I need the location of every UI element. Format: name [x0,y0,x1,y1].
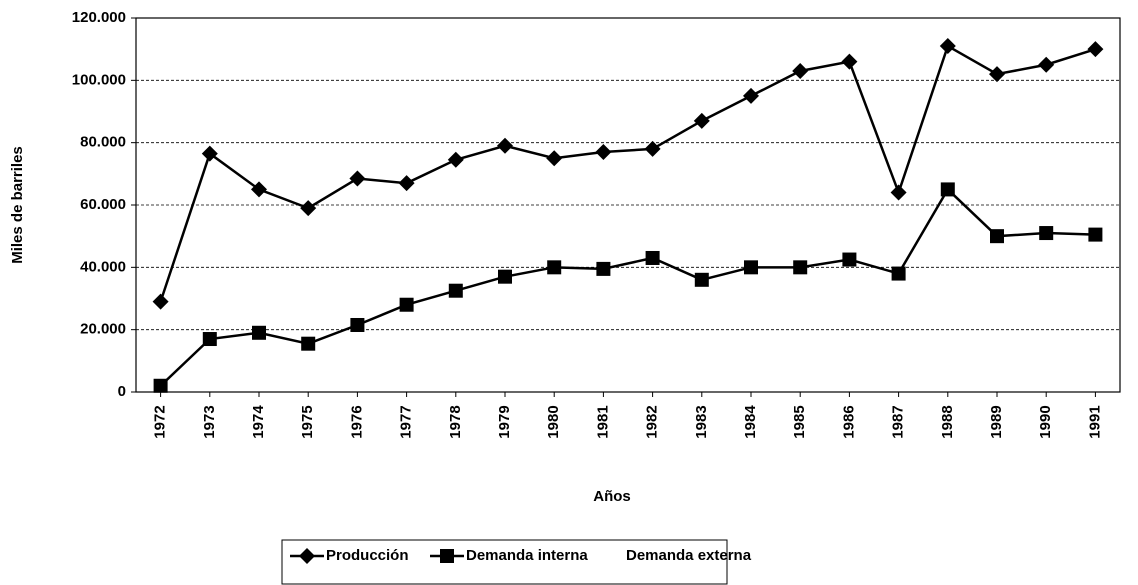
data-point [792,62,809,79]
data-point [989,66,1005,83]
data-point [547,260,562,275]
y-tick-label: 40.000 [80,258,126,275]
x-tick-label: 1983 [693,405,710,438]
data-point [1087,41,1104,58]
data-point [841,53,858,70]
data-point [596,261,611,276]
x-tick-label: 1979 [496,405,513,438]
x-axis-label: Años [593,488,631,505]
x-tick-label: 1975 [299,405,316,438]
legend-marker [440,549,454,563]
x-tick-label: 1973 [201,405,218,438]
data-point [693,112,710,129]
data-point [153,378,168,393]
data-point [990,229,1004,244]
data-point [939,38,956,55]
data-point [252,325,266,340]
legend-marker [299,548,315,564]
data-point [1039,226,1054,241]
data-point [300,200,317,217]
legend-label: Demanda externa [626,547,752,564]
data-point [1038,56,1055,73]
data-point [201,145,218,162]
data-point [595,144,612,161]
series-line [159,187,1096,387]
legend-box [281,539,728,585]
x-tick-label: 1985 [791,405,808,438]
y-tick-label: 120.000 [72,9,126,26]
data-point [301,336,316,351]
data-point [498,269,512,284]
x-tick-label: 1984 [742,405,759,439]
y-tick-label: 0 [118,383,126,400]
data-point [399,297,414,312]
y-tick-label: 60.000 [80,196,126,213]
data-point [793,260,808,275]
plot-frame [135,17,1121,393]
x-tick-label: 1980 [545,405,562,438]
data-point [349,170,366,187]
data-point [447,151,464,168]
data-point [694,272,709,287]
data-point [890,184,907,201]
x-tick-label: 1972 [152,405,169,438]
x-tick-label: 1977 [398,405,415,438]
data-point [497,137,513,154]
x-tick-label: 1990 [1037,405,1054,438]
data-point [398,175,415,192]
data-point [940,182,955,197]
data-point [152,293,169,310]
y-tick-label: 80.000 [80,134,126,151]
x-tick-label: 1982 [644,405,661,438]
data-point [1088,227,1103,242]
x-tick-label: 1974 [250,405,267,439]
data-point [644,140,661,157]
data-point [645,250,660,265]
data-point [891,266,906,281]
data-point [842,252,857,267]
data-point [350,317,365,332]
series-line [159,44,1096,303]
y-axis-label: Miles de barriles [9,146,26,264]
legend-label: Demanda interna [466,547,588,564]
data-point [743,87,759,104]
data-point [251,181,267,198]
data-point [546,150,563,167]
y-tick-label: 20.000 [80,321,126,338]
x-tick-label: 1987 [890,405,907,438]
x-tick-label: 1986 [840,405,857,438]
x-tick-label: 1978 [447,405,464,438]
data-point [744,260,758,275]
x-tick-label: 1981 [594,405,611,438]
data-point [448,283,463,298]
x-tick-label: 1976 [348,405,365,438]
x-tick-label: 1991 [1086,405,1103,438]
x-tick-label: 1988 [939,405,956,438]
data-point [202,332,217,347]
x-tick-label: 1989 [988,405,1005,438]
y-tick-label: 100.000 [72,71,126,88]
legend-label: Producción [326,547,409,564]
